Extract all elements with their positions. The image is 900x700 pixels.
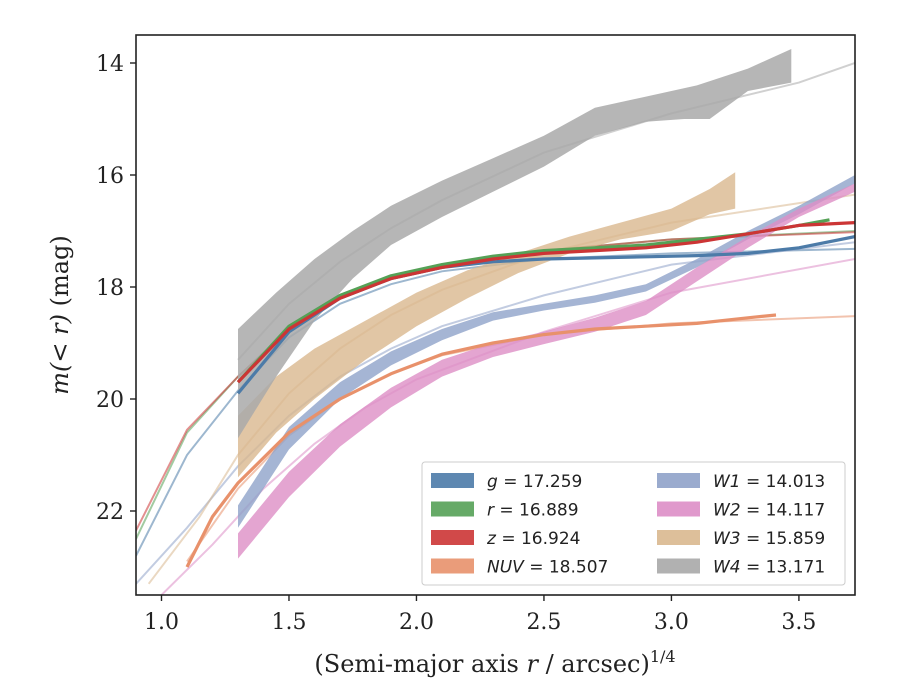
y-tick-label: 14 <box>96 52 124 77</box>
x-tick-label: 2.5 <box>526 610 561 635</box>
legend-label-w1: W1 = 14.013 <box>713 472 825 492</box>
y-axis-label-math: (< r) <box>46 314 74 372</box>
legend-swatch-w4 <box>657 558 700 574</box>
legend-label-g: g = 17.259 <box>487 472 582 492</box>
legend-label-nuv: NUV = 18.507 <box>487 558 608 578</box>
band-w3 <box>238 172 736 478</box>
legend-swatch-z <box>431 530 474 545</box>
line-nuv <box>185 313 777 568</box>
y-axis-label-unit: (mag) <box>46 235 74 314</box>
y-tick-label: 20 <box>96 388 124 413</box>
legend-label-w2: W2 = 14.117 <box>713 501 825 521</box>
x-tick-label: 3.0 <box>654 610 689 635</box>
legend-label-z: z = 16.924 <box>486 529 580 549</box>
legend-swatch-g <box>431 473 474 488</box>
x-axis-label: (Semi-major axis r / arcsec)1/4 <box>314 647 675 678</box>
data-lines <box>185 218 855 568</box>
data-bands <box>238 49 855 559</box>
line-z <box>236 221 855 384</box>
legend-swatch-w2 <box>657 501 700 517</box>
x-axis-label-var: r <box>526 650 539 678</box>
x-axis-label-exponent: 1/4 <box>650 647 676 666</box>
legend-swatch-r <box>431 501 474 517</box>
legend-label-w4: W4 = 13.171 <box>713 558 825 578</box>
legend-swatch-w1 <box>657 473 700 488</box>
y-axis-ticks: 14 16 18 20 22 <box>96 52 136 525</box>
y-tick-label: 18 <box>96 276 124 301</box>
legend-label-r: r = 16.889 <box>487 501 579 521</box>
x-tick-label: 3.5 <box>781 610 816 635</box>
band-w4 <box>238 49 792 439</box>
x-tick-label: 1.0 <box>144 610 179 635</box>
y-axis-label: m(< r) (mag) <box>46 235 74 395</box>
plot-frame <box>135 34 856 596</box>
x-tick-label: 1.5 <box>271 610 306 635</box>
x-axis-label-tail: / arcsec) <box>538 650 650 678</box>
y-tick-label: 22 <box>96 500 124 525</box>
x-axis-label-main: (Semi-major axis <box>314 650 526 678</box>
legend-swatch-nuv <box>431 558 474 574</box>
band-w2 <box>238 183 855 559</box>
x-axis-ticks: 1.0 1.5 2.0 2.5 3.0 3.5 <box>144 595 816 635</box>
y-axis-label-prefix: m <box>46 372 74 395</box>
y-tick-label: 16 <box>96 164 124 189</box>
x-tick-label: 2.0 <box>399 610 434 635</box>
band-w1 <box>238 175 855 528</box>
legend-label-w3: W3 = 15.859 <box>713 529 825 549</box>
legend-box <box>421 461 846 586</box>
legend: g = 17.259 r = 16.889 z = 16.924 NUV = 18.5… <box>421 461 846 586</box>
legend-swatch-w3 <box>657 530 700 545</box>
